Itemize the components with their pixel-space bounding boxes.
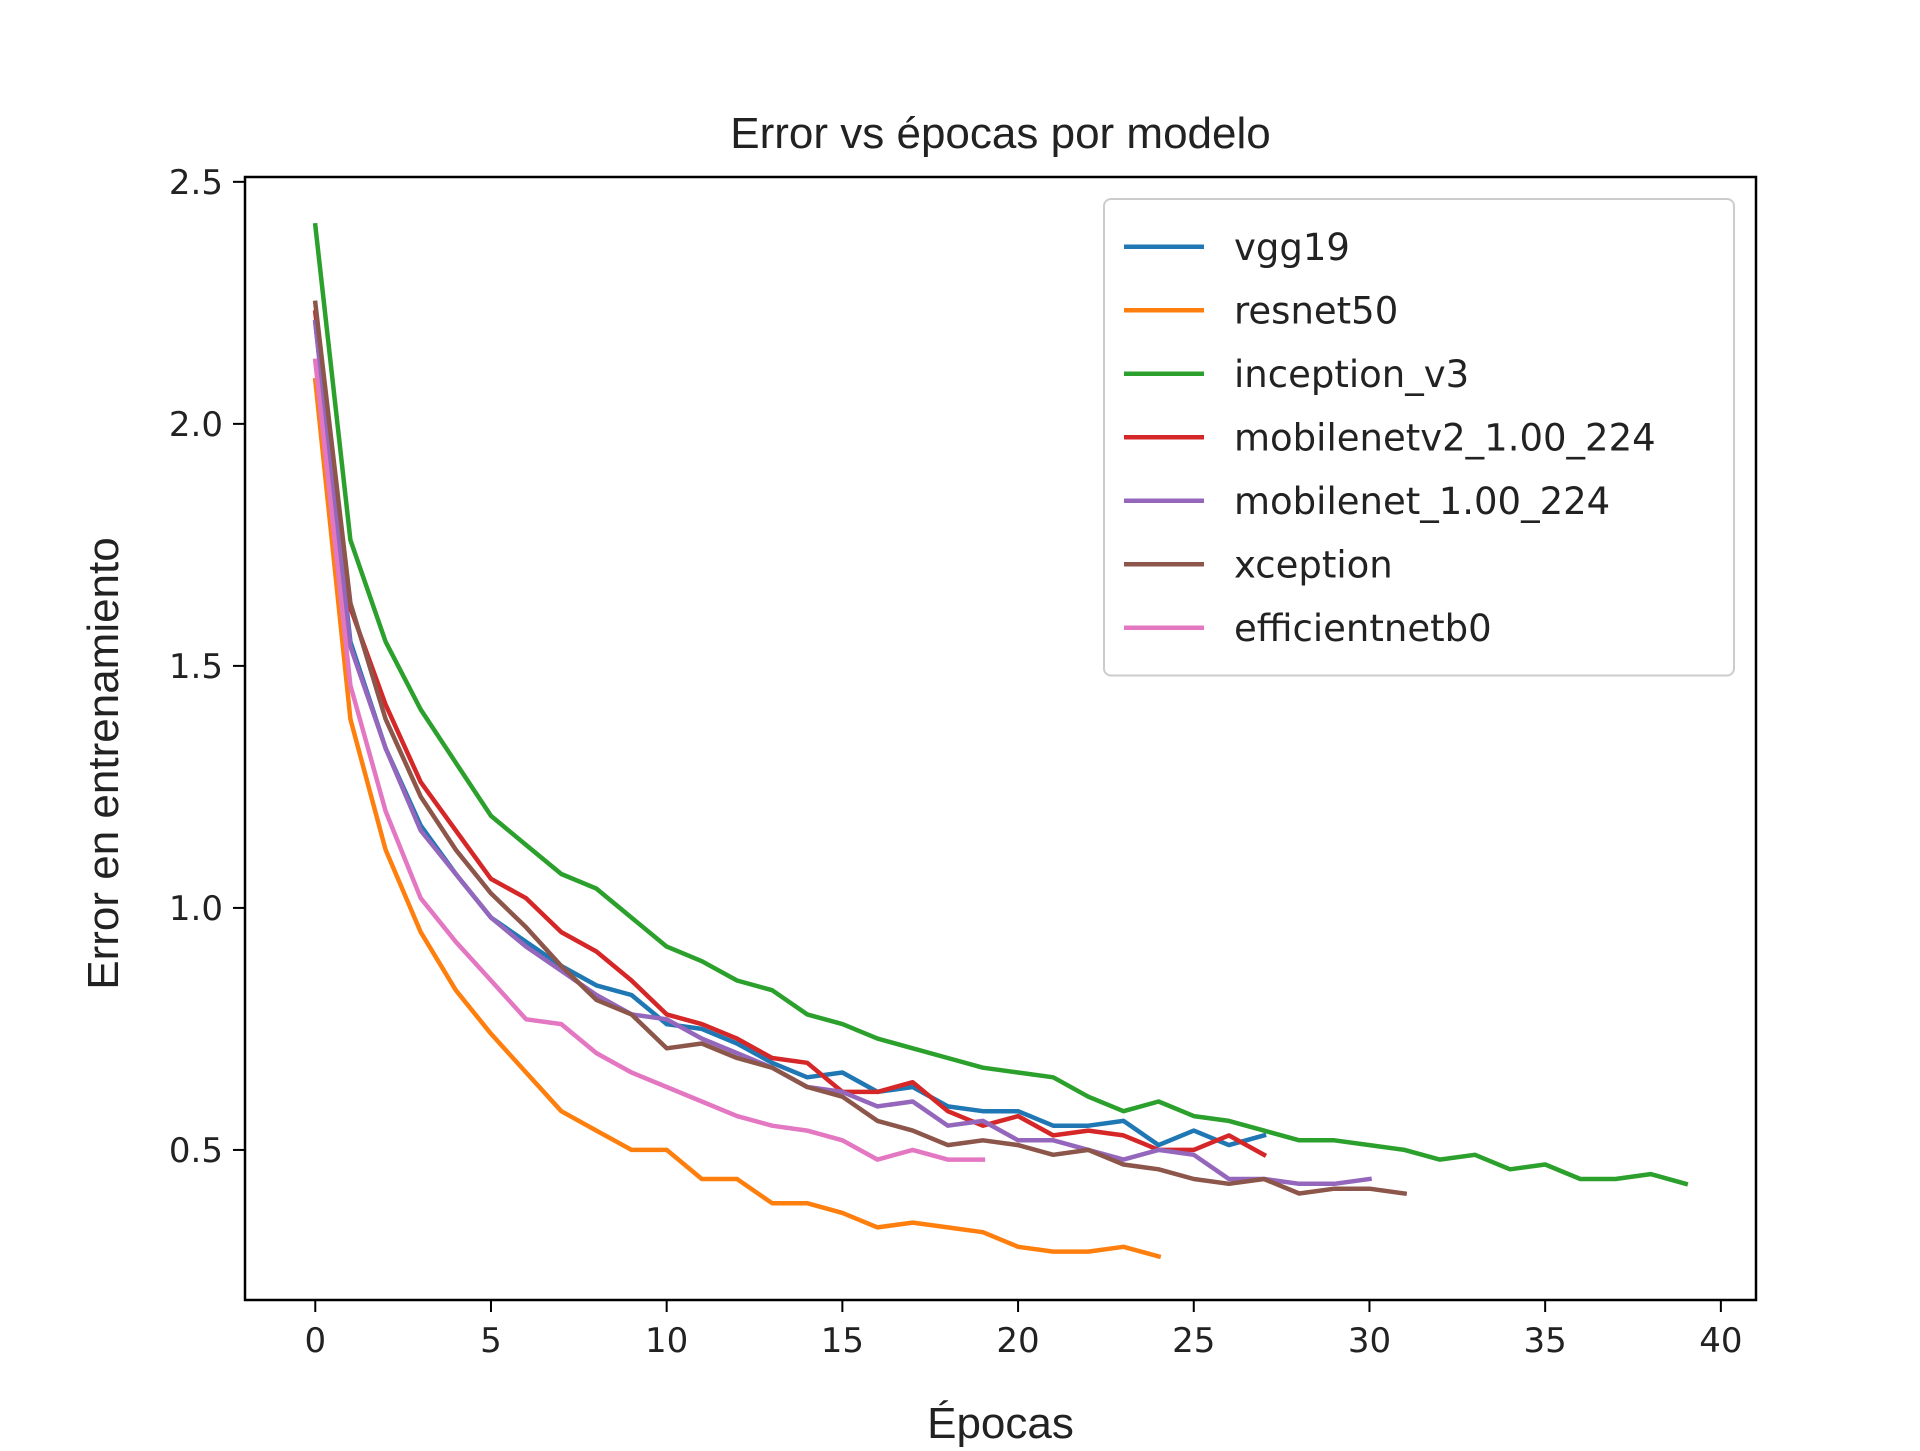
series-line-resnet50: [312, 377, 1162, 1260]
x-tick-label: 35: [1524, 1321, 1567, 1361]
y-tick-label: 2.5: [169, 163, 223, 203]
x-tick-label: 30: [1348, 1321, 1391, 1361]
y-tick-label: 1.5: [169, 647, 223, 687]
legend-label-resnet50: resnet50: [1234, 289, 1398, 332]
legend-box: [1103, 198, 1735, 677]
x-tick-label: 0: [304, 1321, 326, 1361]
legend-label-vgg19: vgg19: [1234, 226, 1350, 269]
legend-label-inception-v3: inception_v3: [1234, 353, 1469, 396]
y-tick-label: 2.0: [169, 405, 223, 445]
y-tick-label: 1.0: [169, 889, 223, 929]
plot-frame: [243, 175, 1758, 1302]
axes-layer: 0 5 10 15 20 25 30 35 40 0.5 1.0 1.5 2.0 2.5: [169, 163, 1758, 1361]
x-axis-title: Épocas: [927, 1399, 1074, 1448]
legend-label-mobilenet-1-00-224: mobilenet_1.00_224: [1234, 480, 1610, 523]
x-tick-label: 10: [645, 1321, 688, 1361]
y-axis-title: Error en entrenamiento: [79, 537, 128, 989]
legend-label-mobilenetv2-1-00-224: mobilenetv2_1.00_224: [1234, 416, 1656, 459]
series-line-efficientnetb0: [312, 358, 986, 1162]
x-tick-label: 25: [1172, 1321, 1215, 1361]
chart-title: Error vs épocas por modelo: [730, 109, 1270, 158]
series-line-mobilenet-1-00-224: [312, 319, 1373, 1187]
series-line-mobilenetv2-1-00-224: [312, 310, 1268, 1158]
x-tick-label: 5: [480, 1321, 502, 1361]
x-tick-label: 20: [996, 1321, 1039, 1361]
series-line-inception-v3: [312, 222, 1689, 1187]
series-layer: [312, 222, 1689, 1260]
legend-label-xception: xception: [1234, 543, 1393, 586]
x-tick-label: 15: [821, 1321, 864, 1361]
x-tick-label: 40: [1699, 1321, 1742, 1361]
legend-label-efficientnetb0: efficientnetb0: [1234, 607, 1492, 650]
legend: vgg19 resnet50 inception_v3 mobilenetv2_1.0…: [1103, 198, 1735, 677]
y-tick-label: 0.5: [169, 1131, 223, 1171]
series-line-xception: [312, 300, 1408, 1197]
